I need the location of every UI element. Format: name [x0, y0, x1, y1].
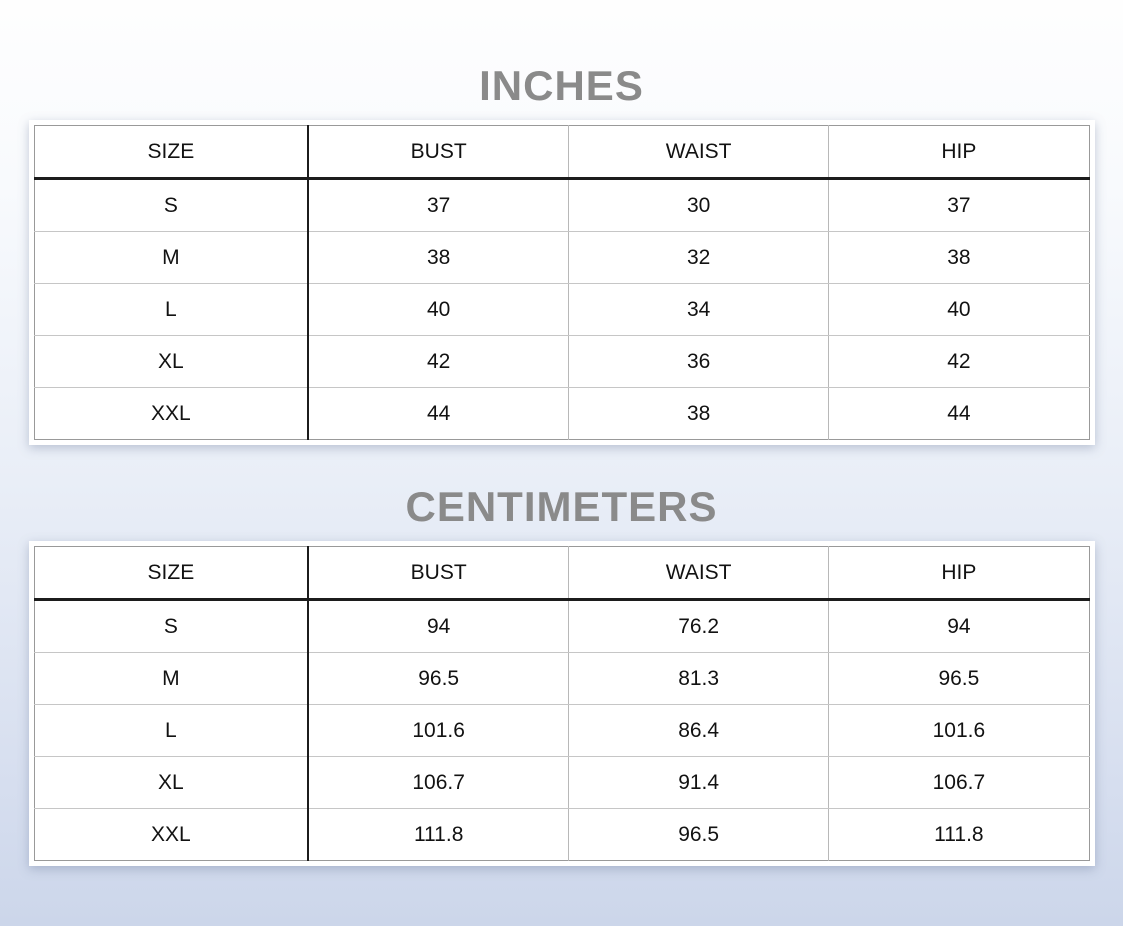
table-row: M 38 32 38	[34, 231, 1089, 285]
cell-bust: 94	[308, 599, 570, 654]
table-row: S 94 76.2 94	[34, 599, 1089, 654]
cell-waist: 30	[568, 178, 830, 233]
column-header-bust: BUST	[308, 546, 570, 602]
column-header-size: SIZE	[34, 125, 310, 181]
header-row: SIZE BUST WAIST HIP	[34, 125, 1089, 181]
cell-bust: 37	[308, 178, 570, 233]
cell-waist: 36	[568, 335, 830, 389]
cell-hip: 106.7	[828, 756, 1089, 810]
cell-hip: 44	[947, 401, 971, 425]
cell-waist: 91.4	[568, 756, 830, 810]
cell-waist: 38	[568, 387, 830, 440]
cell-waist: 81.3	[568, 652, 830, 706]
cell-waist: 86.4	[568, 704, 830, 758]
cell-bust: 42	[308, 335, 570, 389]
cell-waist: 96.5	[568, 808, 830, 861]
cell-bust: 101.6	[308, 704, 570, 758]
table-row: XXL 44 38 44	[34, 387, 1089, 440]
cell-size: S	[34, 599, 310, 654]
table-row: XXL 111.8 96.5 111.8	[34, 808, 1089, 861]
cell-size: XXL	[34, 387, 310, 440]
centimeters-table-card: SIZE BUST WAIST HIP S 94 76.2 94 M	[28, 541, 1095, 867]
cell-size: M	[34, 652, 310, 706]
header-row: SIZE BUST WAIST HIP	[34, 546, 1089, 602]
cell-hip: 96.5	[828, 652, 1089, 706]
cell-size: L	[34, 283, 310, 337]
cell-waist: 76.2	[568, 599, 830, 654]
cell-bust: 40	[308, 283, 570, 337]
centimeters-size-table: SIZE BUST WAIST HIP S 94 76.2 94 M	[33, 546, 1090, 862]
cell-hip: 40	[828, 283, 1089, 337]
column-header-waist: WAIST	[568, 125, 830, 181]
column-header-bust: BUST	[308, 125, 570, 181]
cell-size: XL	[34, 756, 310, 810]
column-header-size: SIZE	[34, 546, 310, 602]
cell-bust: 96.5	[308, 652, 570, 706]
column-header-hip: HIP	[828, 546, 1089, 602]
section-title-centimeters: CENTIMETERS	[405, 483, 718, 531]
cell-hip: 37	[828, 178, 1089, 233]
cell-bust: 38	[308, 231, 570, 285]
column-header-hip: HIP	[828, 125, 1089, 181]
inches-table-card: SIZE BUST WAIST HIP S 37 30 37 M	[28, 120, 1095, 446]
cell-bust: 111.8	[308, 808, 570, 861]
table-row: M 96.5 81.3 96.5	[34, 652, 1089, 706]
cell-hip: 42	[828, 335, 1089, 389]
inches-size-table: SIZE BUST WAIST HIP S 37 30 37 M	[33, 125, 1090, 441]
cell-hip: 111.8	[934, 822, 984, 846]
centimeters-section: CENTIMETERS SIZE BUST WAIST HIP S 94	[0, 483, 1123, 867]
cell-waist: 34	[568, 283, 830, 337]
size-chart-page: INCHES SIZE BUST WAIST HIP S 37 30	[0, 62, 1123, 867]
table-row: S 37 30 37	[34, 178, 1089, 233]
cell-size: XL	[34, 335, 310, 389]
column-header-waist: WAIST	[568, 546, 830, 602]
table-row: XL 42 36 42	[34, 335, 1089, 389]
cell-size: L	[34, 704, 310, 758]
cell-size: M	[34, 231, 310, 285]
section-title-inches: INCHES	[479, 62, 644, 109]
table-row: XL 106.7 91.4 106.7	[34, 756, 1089, 810]
cell-bust: 44	[308, 387, 570, 440]
cell-hip: 101.6	[828, 704, 1089, 758]
cell-hip: 94	[828, 599, 1089, 654]
cell-size: XXL	[34, 808, 310, 861]
table-row: L 101.6 86.4 101.6	[34, 704, 1089, 758]
cell-size: S	[34, 178, 310, 233]
cell-hip: 38	[828, 231, 1089, 285]
cell-bust: 106.7	[308, 756, 570, 810]
table-row: L 40 34 40	[34, 283, 1089, 337]
cell-waist: 32	[568, 231, 830, 285]
inches-section: INCHES SIZE BUST WAIST HIP S 37 30	[0, 62, 1123, 446]
